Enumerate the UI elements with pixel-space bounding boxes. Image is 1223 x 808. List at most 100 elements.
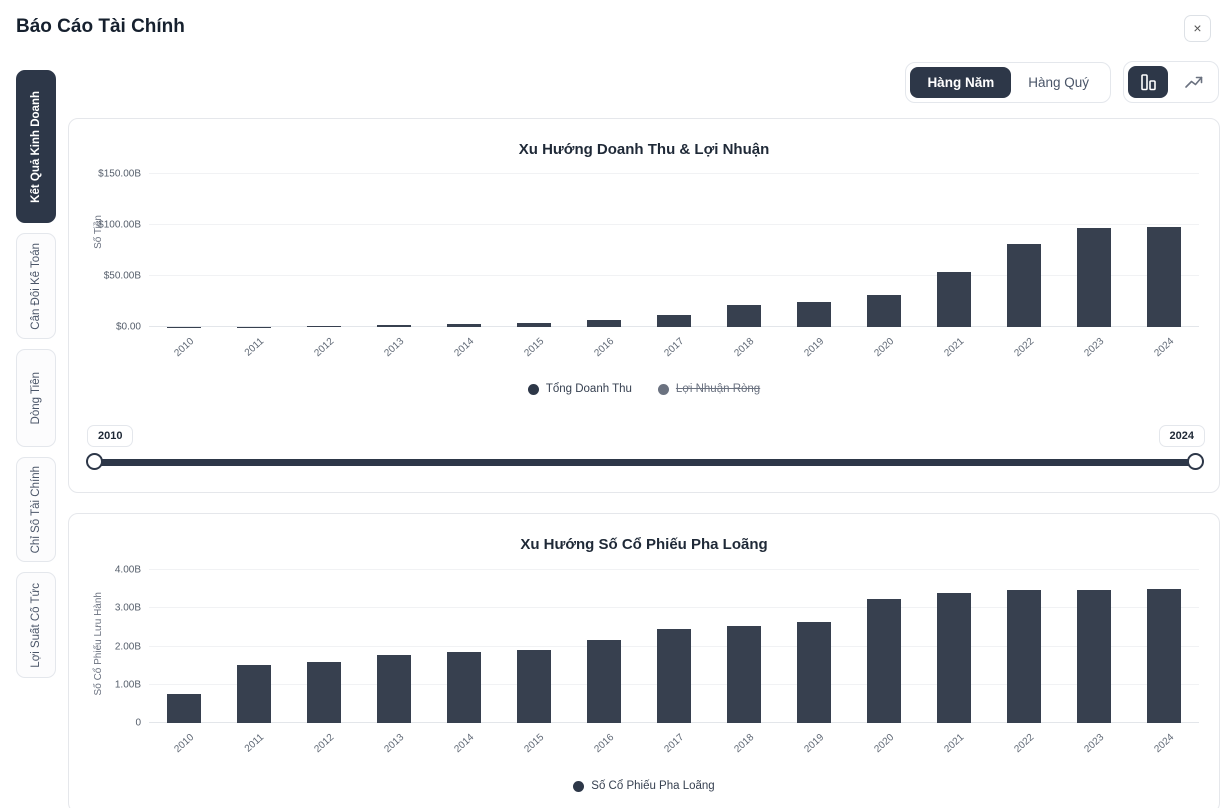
bar-2021[interactable]: [937, 272, 971, 327]
bar-2017[interactable]: [657, 315, 691, 327]
bar-2015[interactable]: [517, 650, 551, 723]
bar-slot: [779, 174, 849, 327]
y-tick-label: $0.00: [115, 321, 141, 333]
bar-slot: [989, 570, 1059, 723]
diluted-shares-chart-card: Xu Hướng Số Cổ Phiếu Pha Loãng Số Cổ Phi…: [68, 513, 1220, 808]
legend-dot-icon: [527, 383, 539, 395]
year-range-slider[interactable]: [86, 453, 1204, 470]
bar-2018[interactable]: [727, 625, 761, 723]
y-tick-label: 4.00B: [114, 564, 141, 576]
bar-2015[interactable]: [517, 322, 551, 327]
close-icon[interactable]: ×: [1184, 15, 1211, 42]
bar-chart-icon[interactable]: [1128, 66, 1168, 98]
bar-slot: [219, 570, 289, 723]
sidebar-item-label: Dòng Tiền: [30, 371, 42, 425]
bar-slot: [149, 174, 219, 327]
bar-2011[interactable]: [237, 664, 271, 723]
x-tick-label: 2013: [382, 336, 407, 360]
x-tick-label: 2017: [662, 336, 687, 360]
bars-layer: [149, 174, 1199, 327]
bar-slot: [359, 570, 429, 723]
x-tick-label: 2019: [802, 336, 827, 360]
x-tick-label: 2020: [872, 732, 897, 756]
x-tick-label: 2011: [242, 732, 267, 755]
bar-2020[interactable]: [867, 598, 901, 723]
bar-2017[interactable]: [657, 629, 691, 723]
bar-2018[interactable]: [727, 305, 761, 327]
x-tick-label: 2012: [312, 732, 337, 756]
bar-2022[interactable]: [1007, 590, 1041, 723]
sidebar-item-label: Chỉ Số Tài Chính: [30, 465, 42, 554]
bar-2023[interactable]: [1077, 228, 1111, 327]
bar-slot: [849, 174, 919, 327]
sidebar-item-can-doi-ke-toan[interactable]: Cân Đối Kế Toán: [16, 233, 56, 339]
sidebar-item-loi-suat-co-tuc[interactable]: Lợi Suất Cổ Tức: [16, 572, 56, 678]
bar-2022[interactable]: [1007, 243, 1041, 327]
sidebar-item-chi-so-tai-chinh[interactable]: Chỉ Số Tài Chính: [16, 457, 56, 562]
bar-2019[interactable]: [797, 301, 831, 327]
x-tick-label: 2022: [1012, 732, 1037, 756]
bar-2021[interactable]: [937, 593, 971, 723]
x-tick-label: 2017: [662, 732, 687, 756]
bar-2024[interactable]: [1147, 227, 1181, 327]
bar-2023[interactable]: [1077, 589, 1111, 723]
gridline: [149, 173, 1199, 174]
x-tick-label: 2020: [872, 336, 897, 360]
bar-slot: [219, 174, 289, 327]
bar-2014[interactable]: [447, 323, 481, 327]
legend-item[interactable]: Tổng Doanh Thu: [527, 383, 632, 395]
bar-slot: [1059, 174, 1129, 327]
line-chart-icon[interactable]: [1174, 66, 1214, 98]
bar-slot: [639, 174, 709, 327]
year-range-labels: 2010 2024: [87, 425, 1205, 447]
bar-2010[interactable]: [167, 694, 201, 723]
sidebar-item-label: Kết Quả Kinh Doanh: [30, 90, 42, 203]
x-tick-label: 2023: [1082, 336, 1107, 360]
range-slider-start-handle[interactable]: [86, 453, 103, 470]
sidebar-item-dong-tien[interactable]: Dòng Tiền: [16, 349, 56, 447]
y-tick-label: $100.00B: [98, 219, 141, 231]
gridline: [149, 607, 1199, 609]
legend-label: Tổng Doanh Thu: [545, 383, 632, 395]
revenue-profit-bar-chart: $0.00 $50.00B $100.00B $150.00B 2010 2011 2012…: [98, 169, 1199, 359]
bar-slot: [289, 174, 359, 327]
bar-2013[interactable]: [377, 325, 411, 327]
quarterly-toggle-button[interactable]: Hàng Quý: [1011, 67, 1106, 98]
chart-legend: Tổng Doanh Thu Lợi Nhuận Ròng: [69, 383, 1219, 395]
sidebar-tabs: Kết Quả Kinh Doanh Cân Đối Kế Toán Dòng …: [16, 70, 56, 678]
yearly-toggle-button[interactable]: Hàng Năm: [910, 66, 1012, 98]
legend-item[interactable]: Số Cổ Phiếu Pha Loãng: [573, 780, 715, 792]
x-axis-labels: 2010 2011 2012 2013 2014 2015 2016 2017 2018 2019…: [149, 327, 1199, 363]
bar-slot: [919, 174, 989, 327]
bar-slot: [289, 570, 359, 723]
legend-label: Lợi Nhuận Ròng: [675, 383, 761, 395]
range-slider-end-handle[interactable]: [1187, 453, 1204, 470]
bar-slot: [499, 174, 569, 327]
diluted-shares-bar-chart: 0 1.00B 2.00B 3.00B 4.00B 2010 2011 2012 2013 201…: [115, 565, 1199, 755]
x-tick-label: 2015: [522, 336, 547, 360]
bar-2019[interactable]: [797, 622, 831, 723]
bar-2014[interactable]: [447, 651, 481, 723]
range-end-label: 2024: [1158, 425, 1205, 447]
bar-slot: [499, 570, 569, 723]
period-toggle-group: Hàng Năm Hàng Quý: [905, 61, 1111, 103]
bar-2012[interactable]: [307, 661, 341, 723]
bar-2012[interactable]: [307, 325, 341, 327]
bar-slot: [1129, 570, 1199, 723]
x-tick-label: 2019: [802, 732, 827, 756]
x-tick-label: 2015: [522, 732, 547, 756]
bar-2024[interactable]: [1147, 589, 1181, 723]
bar-slot: [779, 570, 849, 723]
x-tick-label: 2013: [382, 732, 407, 756]
sidebar-item-ket-qua-kinh-doanh[interactable]: Kết Quả Kinh Doanh: [16, 70, 56, 223]
gridline: [149, 224, 1199, 225]
y-tick-label: 0: [135, 717, 141, 729]
bar-2013[interactable]: [377, 654, 411, 723]
x-tick-label: 2021: [942, 336, 967, 360]
bar-2016[interactable]: [587, 640, 621, 723]
x-tick-label: 2021: [942, 732, 967, 756]
bar-2020[interactable]: [867, 294, 901, 327]
bar-2016[interactable]: [587, 319, 621, 327]
legend-item[interactable]: Lợi Nhuận Ròng: [657, 383, 761, 395]
x-tick-label: 2018: [732, 336, 757, 360]
